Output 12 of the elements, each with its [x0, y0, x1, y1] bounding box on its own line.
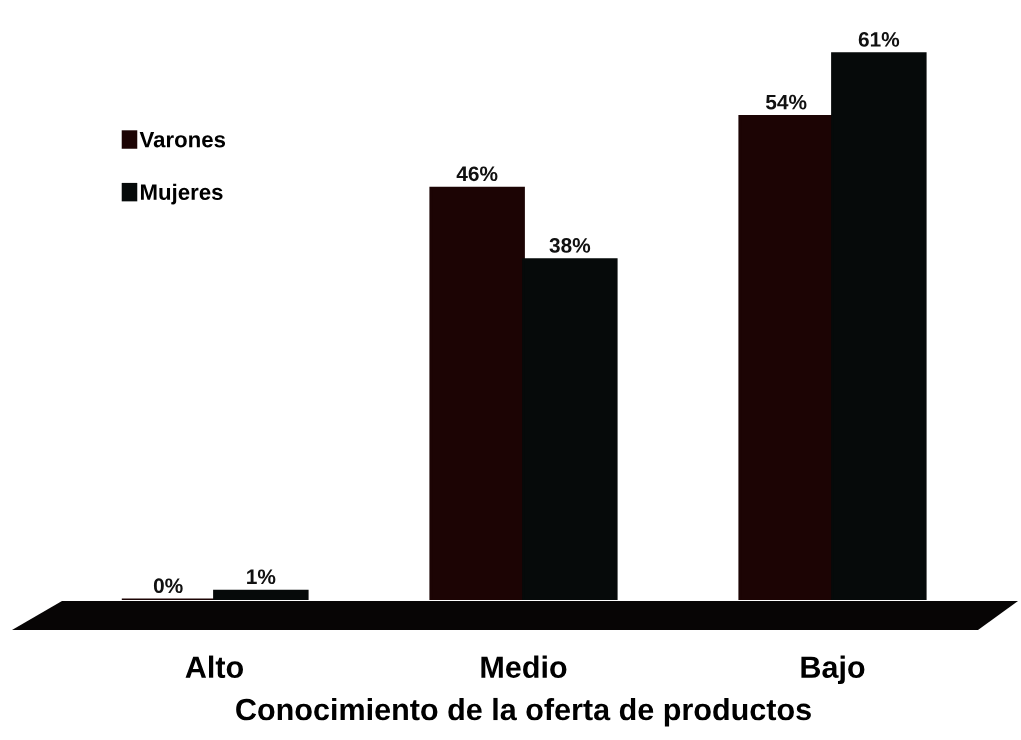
data-label: 46%	[456, 166, 498, 182]
data-label: 0%	[153, 578, 183, 594]
x-tick-label: Bajo	[801, 655, 865, 685]
data-label: 1%	[247, 569, 276, 585]
x-tick-label: Medio	[481, 655, 567, 678]
x-axis-title: Conocimiento de la oferta de productos	[236, 697, 811, 727]
legend-label: Varones	[139, 131, 226, 148]
data-label: 61%	[858, 32, 900, 47]
x-tick-label: Alto	[185, 655, 243, 678]
data-label: 54%	[765, 94, 807, 110]
legend-label: Mujeres	[140, 183, 223, 205]
data-label: 38%	[549, 238, 591, 253]
